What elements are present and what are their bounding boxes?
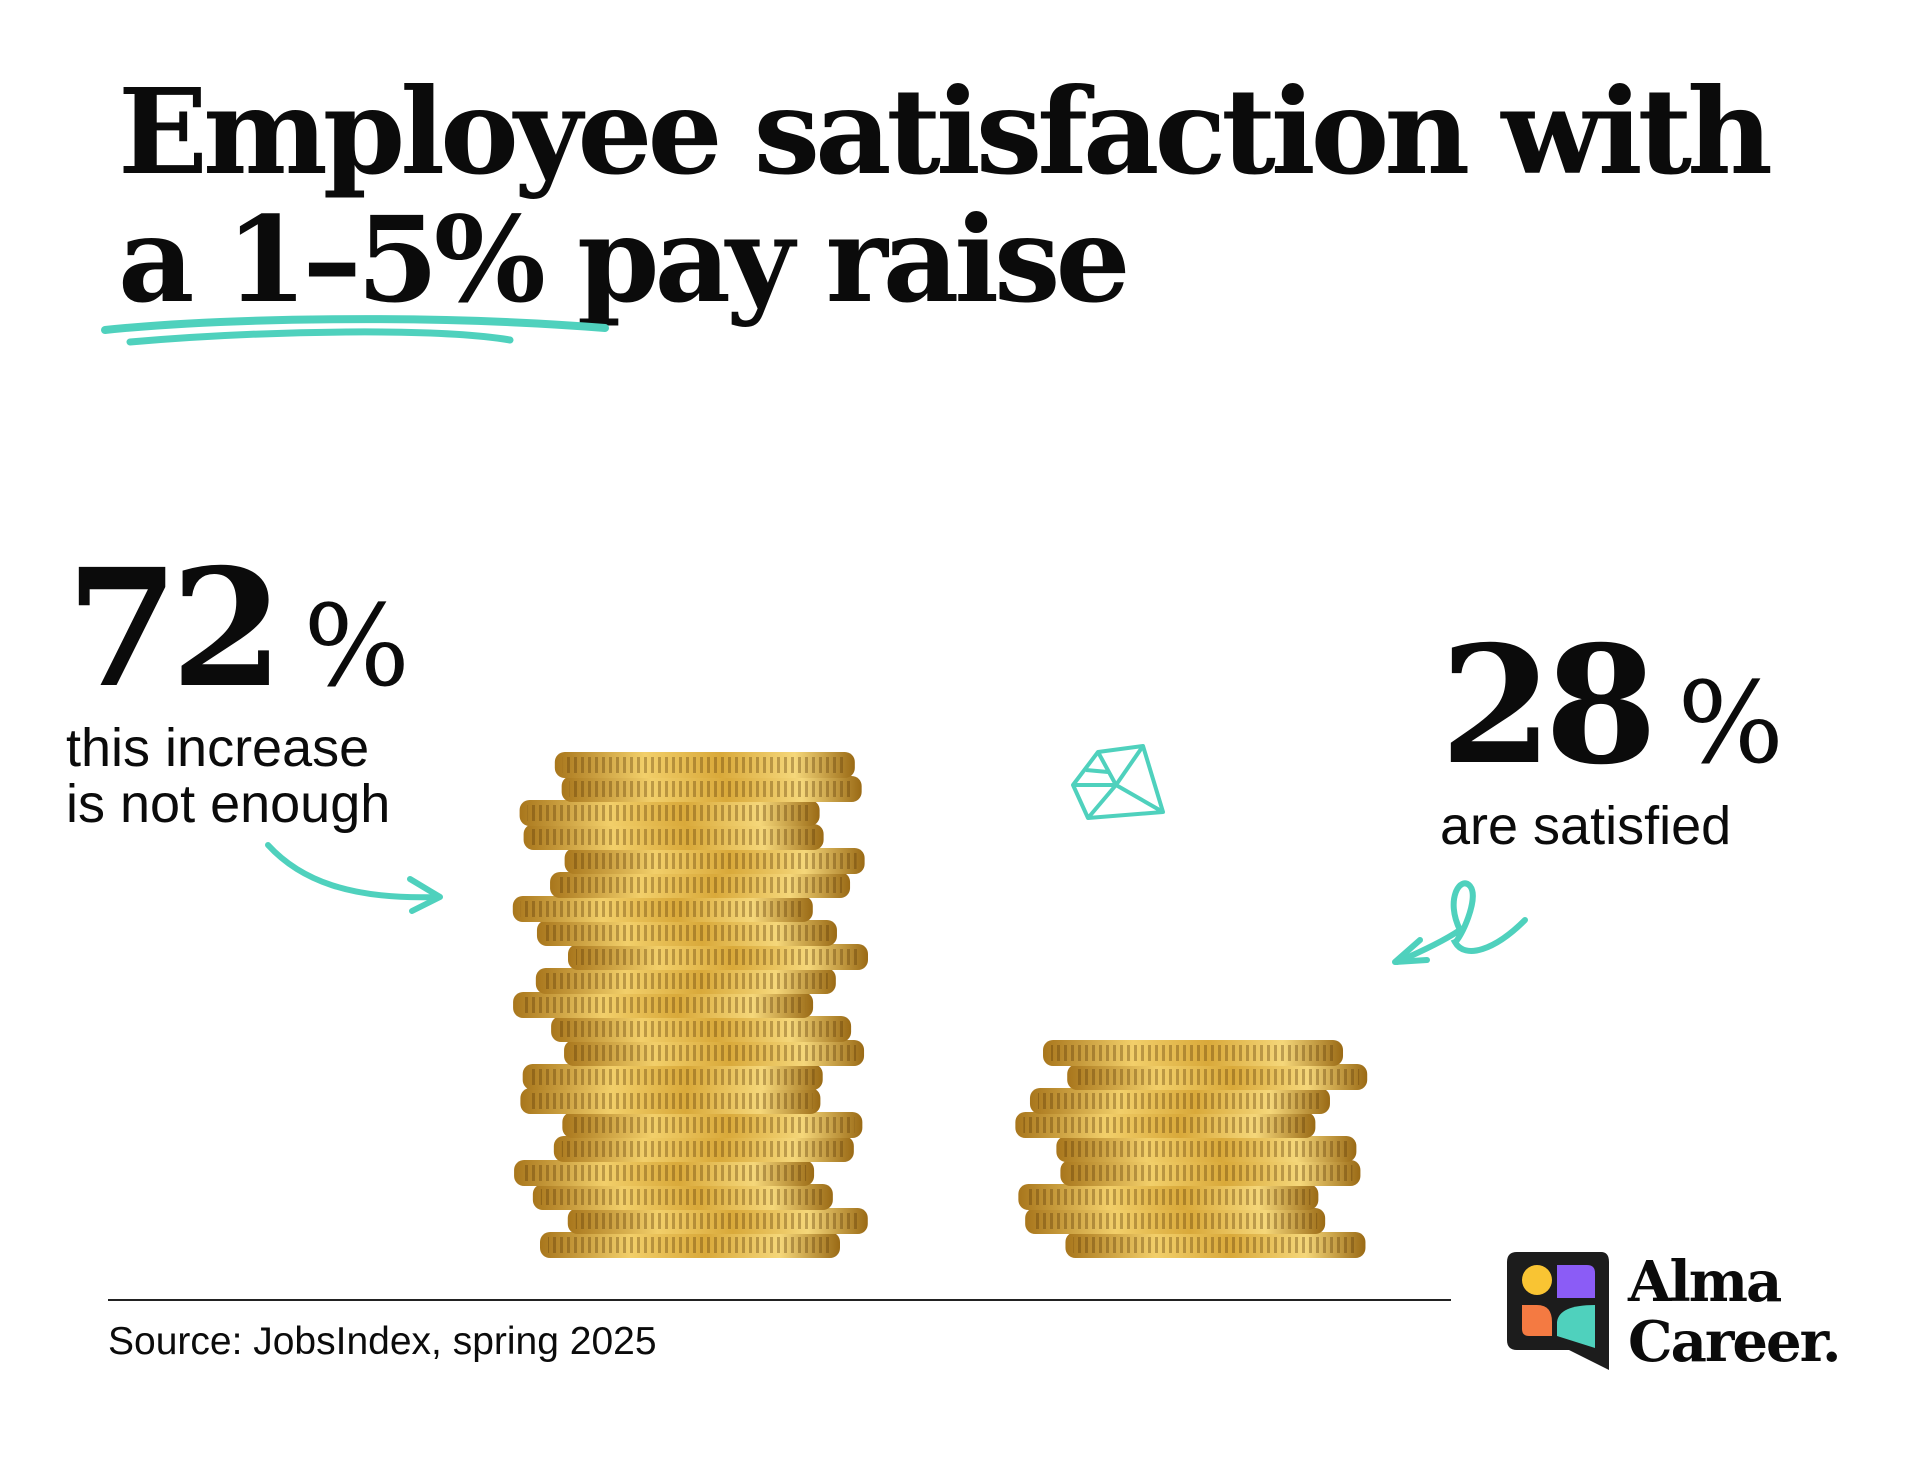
coin — [1065, 1232, 1366, 1258]
caption-line: are satisfied — [1440, 796, 1732, 856]
title-underline-stroke — [101, 315, 609, 346]
coin — [535, 968, 836, 994]
coin — [567, 944, 868, 970]
coin — [523, 824, 824, 850]
coin — [540, 1232, 840, 1258]
stat-value: 72 — [66, 534, 283, 724]
curved-arrow-icon — [265, 842, 443, 914]
coin — [536, 920, 837, 946]
source-note: Source: JobsIndex, spring 2025 — [108, 1320, 657, 1363]
coin — [520, 1088, 821, 1114]
loop-arrow-icon — [1392, 880, 1528, 965]
stat-28: 28% — [1440, 625, 1784, 787]
coin — [514, 1160, 815, 1186]
coin — [1067, 1064, 1368, 1090]
brand-name: Alma Career. — [1628, 1249, 1841, 1375]
coin — [532, 1184, 833, 1210]
coin — [564, 1040, 865, 1066]
diamond-icon — [1071, 744, 1165, 820]
stat-unit: % — [1677, 659, 1784, 789]
page-title: Employee satisfaction with a 1–5% pay ra… — [118, 62, 1773, 329]
coin — [561, 776, 862, 802]
coin — [1015, 1112, 1316, 1138]
stat-72-caption: this increase is not enough — [66, 720, 390, 832]
coin — [550, 872, 851, 898]
coin — [564, 848, 865, 874]
stat-28-caption: are satisfied — [1440, 798, 1731, 854]
coin — [1043, 1040, 1344, 1066]
brand-line: Alma — [1628, 1249, 1782, 1315]
caption-line: this increase — [66, 718, 370, 778]
coin — [1056, 1136, 1357, 1162]
brand-line: Career. — [1628, 1309, 1841, 1375]
divider-line — [108, 1299, 1451, 1301]
coin — [567, 1208, 868, 1234]
coin — [562, 1112, 863, 1138]
coin — [1029, 1088, 1330, 1114]
coin — [553, 1136, 854, 1162]
coin — [554, 752, 855, 778]
coin — [512, 896, 813, 922]
alma-career-logo — [1507, 1252, 1609, 1370]
caption-line: is not enough — [66, 774, 391, 834]
coin — [1060, 1160, 1361, 1186]
stat-72: 72% — [66, 548, 410, 710]
coin — [513, 992, 814, 1018]
coin — [519, 800, 820, 826]
coin — [551, 1016, 852, 1042]
title-line-1: Employee satisfaction with — [118, 62, 1773, 201]
stat-unit: % — [303, 582, 410, 712]
coin — [1018, 1184, 1319, 1210]
title-line-2: a 1–5% pay raise — [118, 190, 1131, 329]
coin — [522, 1064, 823, 1090]
stat-value: 28 — [1440, 611, 1657, 801]
coin — [1025, 1208, 1326, 1234]
